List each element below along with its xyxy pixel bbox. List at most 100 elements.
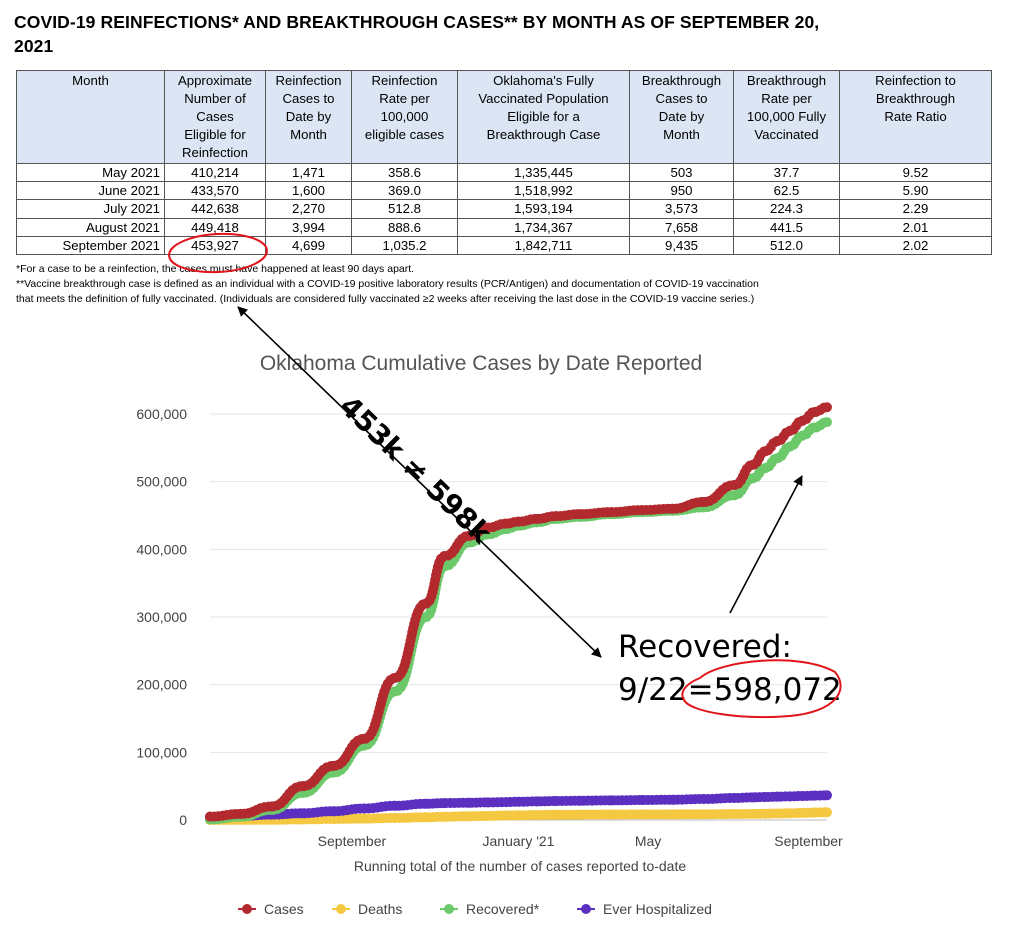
report-title: COVID-19 REINFECTIONS* AND BREAKTHROUGH … [14, 10, 974, 58]
data-point [532, 809, 543, 820]
data-point [359, 803, 370, 814]
legend-swatch [336, 904, 346, 914]
legend-swatch [242, 904, 252, 914]
table-cell: 449,418 [164, 217, 266, 237]
series-line-cases [205, 402, 832, 822]
header-line: Vaccinated Population [478, 91, 609, 106]
table-cell: 410,214 [164, 162, 266, 183]
data-point [513, 516, 524, 527]
header-line: 100,000 Fully [746, 109, 827, 124]
table-cell: 62.5 [733, 181, 840, 201]
data-point [297, 808, 308, 819]
legend-item[interactable]: Deaths [332, 901, 402, 917]
legend-item[interactable]: Ever Hospitalized [577, 901, 712, 917]
data-point [822, 402, 832, 413]
x-tick-label: May [635, 833, 661, 849]
header-reinfection-cases: Reinfection Cases to Date by Month [265, 70, 352, 164]
data-point [390, 672, 401, 683]
data-point [784, 791, 795, 802]
table-cell: 950 [629, 181, 734, 201]
header-line: eligible cases [364, 127, 445, 142]
data-point [575, 509, 586, 520]
header-breakthrough-cases: Breakthrough Cases to Date by Month [629, 70, 734, 164]
header-line: Rate per [379, 91, 430, 106]
y-tick-label: 500,000 [136, 474, 187, 490]
y-tick-label: 300,000 [136, 609, 187, 625]
data-point [464, 811, 475, 822]
header-breakthrough-rate: Breakthrough Rate per 100,000 Fully Vaccina… [733, 70, 840, 164]
data-point [513, 796, 524, 807]
table-cell: 1,593,194 [457, 199, 630, 219]
recovered-label: Recovered: [618, 629, 792, 665]
reinfection-table: Month Approximate Number of Cases Eligible … [16, 70, 992, 256]
data-point [439, 811, 450, 822]
data-point [550, 796, 561, 807]
y-tick-label: 200,000 [136, 677, 187, 693]
data-point [760, 791, 771, 802]
legend-item[interactable]: Recovered* [440, 901, 540, 917]
header-line: Month [663, 127, 700, 142]
legend-label: Recovered* [466, 901, 540, 917]
table-cell: 3,573 [629, 199, 734, 219]
table-row: September 2021 453,927 4,699 1,035.2 1,842,7… [16, 235, 992, 256]
data-point [809, 790, 820, 801]
table-cell: 1,335,445 [457, 162, 630, 183]
data-point [205, 811, 215, 822]
data-point [797, 430, 808, 441]
chart-title: Oklahoma Cumulative Cases by Date Report… [260, 352, 702, 375]
data-point [501, 518, 512, 529]
data-point [747, 473, 758, 484]
table-cell: 9,435 [629, 235, 734, 256]
data-point [667, 503, 678, 514]
y-axis-ticks: 0 100,000 200,000 300,000 400,000 500,000 600,… [136, 406, 187, 828]
header-line: Breakthrough [875, 91, 956, 106]
header-line: Reinfection [371, 73, 438, 88]
table-cell: 1,842,711 [457, 235, 630, 256]
data-point [575, 809, 586, 820]
table-cell: 37.7 [733, 162, 840, 183]
data-point [772, 808, 783, 819]
table-cell: 2.01 [839, 217, 992, 237]
legend-item[interactable]: Cases [238, 901, 304, 917]
data-point [760, 463, 771, 474]
table-cell: 9.52 [839, 162, 992, 183]
data-point [772, 791, 783, 802]
data-point [747, 459, 758, 470]
data-point [606, 507, 617, 518]
table-cell: 1,035.2 [351, 235, 458, 256]
data-point [797, 790, 808, 801]
header-line: Breakthrough [641, 73, 722, 88]
data-point [667, 809, 678, 820]
data-point [784, 425, 795, 436]
data-point [784, 808, 795, 819]
data-point [501, 797, 512, 808]
x-axis-label: Running total of the number of cases rep… [354, 858, 687, 874]
highlight-recovered-circle [681, 659, 842, 719]
table-cell: 1,600 [265, 181, 352, 201]
footnote-reinfection: *For a case to be a reinfection, the cas… [16, 263, 415, 275]
report-title-line2: 2021 [14, 36, 54, 56]
table-cell: 1,518,992 [457, 181, 630, 201]
data-point [390, 800, 401, 811]
table-cell: 441.5 [733, 217, 840, 237]
data-point [532, 796, 543, 807]
data-point [550, 511, 561, 522]
row-month-cell: May 2021 [16, 162, 165, 183]
data-point [636, 505, 647, 516]
data-point [729, 809, 740, 820]
data-point [797, 415, 808, 426]
data-point [747, 808, 758, 819]
data-point [772, 436, 783, 447]
table-row: August 2021 449,418 3,994 888.6 1,734,367 7,6… [16, 217, 992, 237]
header-line: Eligible for [184, 127, 246, 142]
header-line: Cases to [655, 91, 708, 106]
header-line: Vaccinated [754, 127, 819, 142]
series-lines [205, 402, 832, 825]
footnote-breakthrough-2: that meets the definition of fully vacci… [16, 293, 755, 305]
header-line: Eligible for a [507, 109, 580, 124]
report-title-line1: COVID-19 REINFECTIONS* AND BREAKTHROUGH … [14, 12, 820, 32]
data-point [439, 798, 450, 809]
data-point [328, 813, 339, 824]
y-tick-label: 600,000 [136, 406, 187, 422]
legend-swatch [444, 904, 454, 914]
